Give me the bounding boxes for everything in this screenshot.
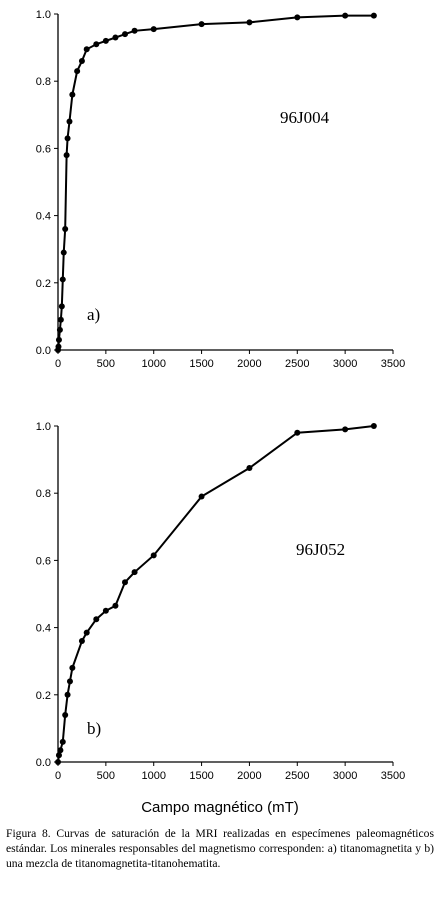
data-point (150, 552, 157, 559)
data-point (62, 226, 69, 233)
sample-annotation: 96J004 (280, 108, 330, 127)
data-point (60, 249, 67, 256)
series-line (57, 14, 374, 351)
chart-panel-a: 0.0 0.2 0.4 0.6 0.8 1.0 0 500 1000 1500 2000 2500 30… (36, 9, 406, 370)
y-tick-label: 0.4 (36, 211, 51, 223)
panel-label: b) (87, 719, 101, 738)
data-point (102, 37, 109, 44)
data-point (122, 31, 128, 38)
y-tick-label: 0.6 (36, 555, 51, 567)
data-point (246, 19, 253, 26)
figure-caption: Figura 8. Curvas de saturación de la MRI… (6, 827, 434, 870)
x-tick-label: 0 (55, 770, 61, 782)
chart-panel-b: 0.0 0.2 0.4 0.6 0.8 1.0 0 500 1000 1500 2000 2500 30… (36, 421, 406, 782)
data-point (74, 68, 81, 75)
data-point (198, 493, 205, 500)
y-tick-label: 0.6 (36, 143, 51, 155)
data-point (59, 738, 66, 745)
data-point (370, 423, 377, 429)
x-axis-label: Campo magnético (mT) (141, 799, 299, 816)
data-point (131, 27, 138, 34)
y-tick-label: 0.2 (36, 690, 51, 702)
data-point (78, 638, 85, 645)
data-point (93, 41, 100, 48)
data-point (150, 26, 157, 33)
sample-annotation: 96J052 (296, 540, 345, 559)
data-point (112, 602, 119, 609)
data-point (57, 316, 64, 323)
data-point (66, 678, 73, 685)
data-point (131, 569, 138, 576)
data-point (58, 303, 65, 310)
y-tick-label: 1.0 (36, 9, 51, 21)
x-tick-label: 3500 (381, 358, 405, 370)
data-point (122, 579, 128, 586)
y-tick-label: 0.4 (36, 623, 51, 635)
data-point (55, 343, 62, 350)
data-point (342, 426, 349, 433)
data-point (66, 118, 73, 125)
x-tick-label: 500 (97, 770, 115, 782)
x-tick-label: 500 (97, 358, 115, 370)
data-point (342, 12, 349, 19)
data-point (102, 607, 109, 614)
x-tick-label: 0 (55, 358, 61, 370)
data-point (93, 616, 100, 623)
data-point (56, 326, 63, 333)
data-point (198, 21, 205, 28)
x-tick-label: 1000 (141, 358, 165, 370)
data-point (62, 711, 69, 718)
x-tick-label: 1500 (189, 358, 213, 370)
x-tick-label: 3500 (381, 770, 405, 782)
data-point (55, 759, 61, 765)
data-point (83, 629, 90, 636)
y-tick-label: 0.2 (36, 278, 51, 290)
data-point (294, 429, 301, 436)
x-tick-label: 1000 (141, 770, 165, 782)
panel-label: a) (87, 305, 100, 324)
y-tick-label: 0.8 (36, 488, 51, 500)
data-point (64, 691, 71, 698)
data-point (69, 91, 76, 98)
x-tick-label: 2000 (237, 770, 261, 782)
y-tick-label: 1.0 (36, 421, 51, 433)
data-point (294, 14, 301, 21)
data-point (246, 465, 253, 471)
x-tick-label: 2500 (285, 770, 309, 782)
series-line (57, 425, 374, 763)
data-point (55, 752, 62, 759)
x-tick-label: 3000 (333, 358, 357, 370)
data-point (59, 276, 66, 283)
data-point (55, 336, 62, 343)
y-tick-label: 0.0 (36, 757, 51, 769)
x-tick-label: 3000 (333, 770, 357, 782)
data-point (69, 664, 76, 671)
x-tick-label: 2000 (237, 358, 261, 370)
data-point (83, 46, 90, 53)
data-point (112, 34, 119, 41)
x-tick-label: 2500 (285, 358, 309, 370)
data-point (63, 152, 70, 159)
data-point (78, 58, 85, 65)
y-tick-label: 0.0 (36, 345, 51, 357)
x-tick-label: 1500 (189, 770, 213, 782)
data-point (64, 135, 71, 142)
y-tick-label: 0.8 (36, 76, 51, 88)
data-point (370, 12, 377, 19)
data-point (57, 747, 64, 754)
